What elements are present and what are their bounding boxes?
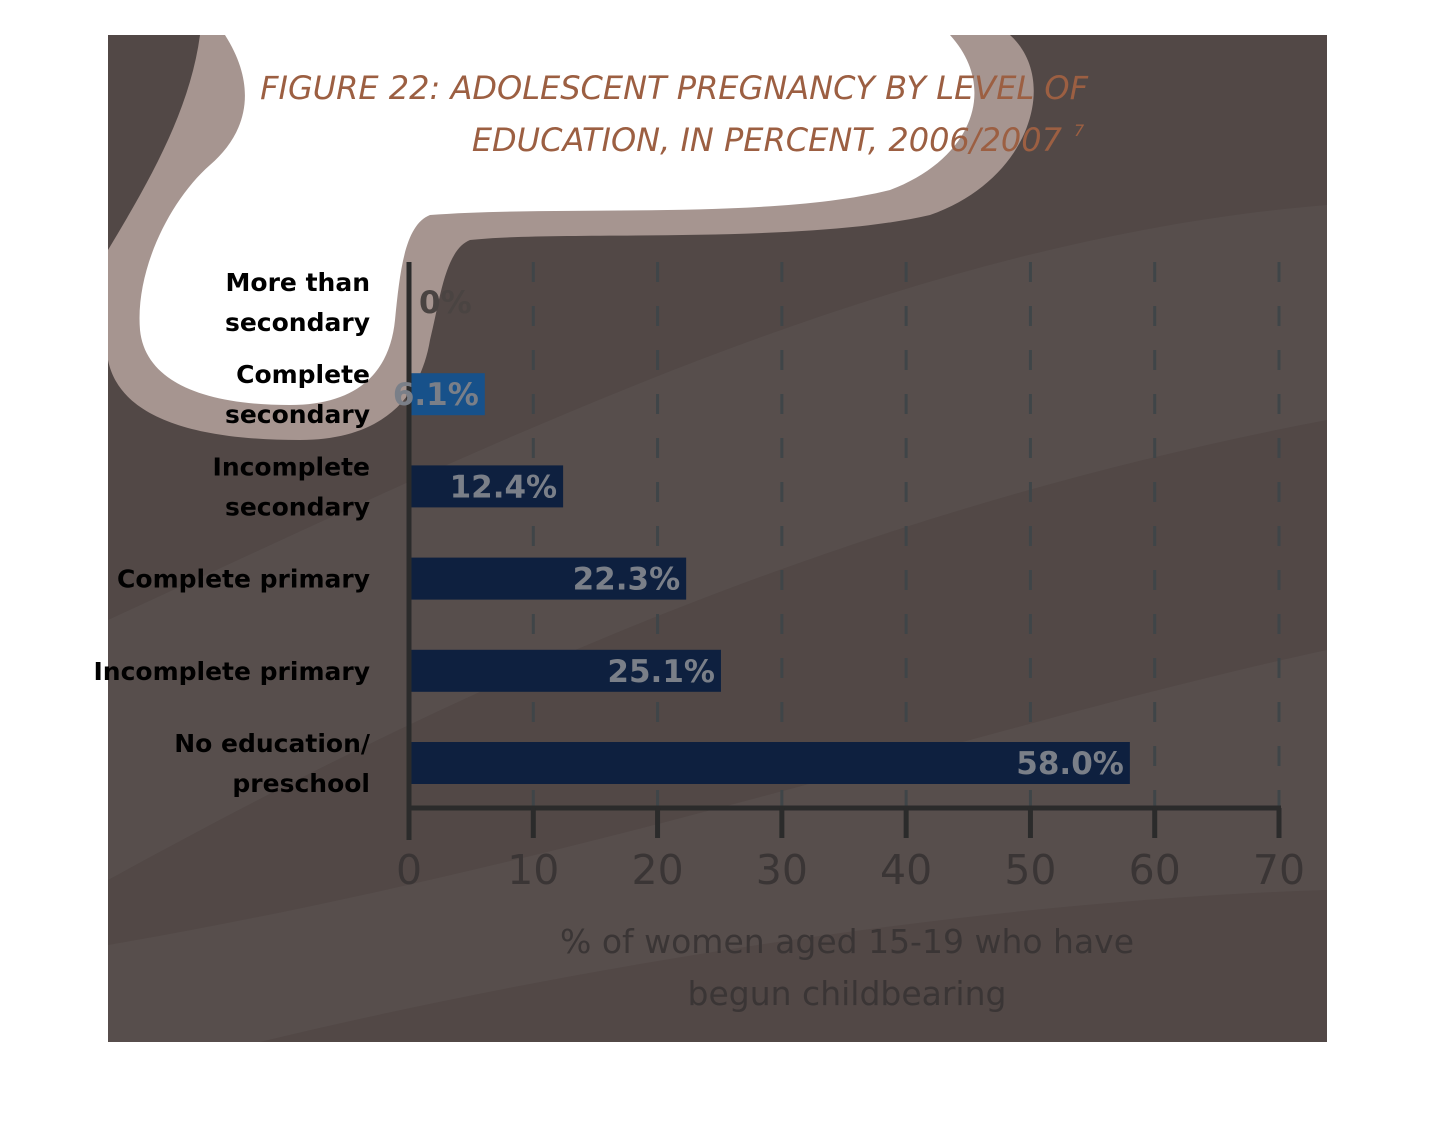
chart-title-line-1: FIGURE 22: ADOLESCENT PREGNANCY BY LEVEL… [260,69,1088,107]
x-tick-label: 60 [1129,846,1181,894]
title-cloud [139,35,975,405]
decorative-band [108,205,1327,880]
category-label: secondary [225,308,370,337]
category-label: No education/ [174,729,371,758]
bar-value-label: 0% [419,285,472,321]
category-label: More than [226,268,370,297]
bar [409,465,564,508]
bar-value-label: 25.1% [607,654,715,690]
x-tick-label: 70 [1253,846,1305,894]
bar-value-label: 6.1% [393,377,479,413]
category-label: Incomplete primary [93,657,370,686]
category-label: Incomplete [213,452,370,481]
x-tick-label: 0 [396,846,422,894]
category-label: Complete primary [117,565,370,594]
axis-layer: 0 10 20 30 40 50 60 70 [396,262,1305,894]
x-tick-label: 50 [1004,846,1056,894]
x-axis-title-line-2: begun childbearing [688,974,1007,1013]
category-label: secondary [225,492,370,521]
bar-value-label: 12.4% [450,469,558,505]
x-tick-label: 40 [880,846,932,894]
bar-value-label: 58.0% [1016,746,1124,782]
bar [409,649,721,692]
label-layer: 0% More than secondary 6.1% Complete secondar… [93,268,1123,798]
category-label: secondary [225,400,370,429]
category-label: Complete [236,360,370,389]
bar [409,373,485,416]
bar-layer [409,373,1130,784]
bar-value-label: 22.3% [573,562,681,598]
chart-title-line-2-text: EDUCATION, IN PERCENT, 2006/2007 [472,121,1063,159]
bar [409,557,687,600]
x-tick-label: 30 [756,846,808,894]
grid-layer [531,262,1281,808]
x-tick-label: 10 [507,846,559,894]
category-label: preschool [232,769,370,798]
chart-title-footnote: 7 [1074,121,1085,140]
bar [409,742,1130,784]
x-axis-title-line-1: % of women aged 15-19 who have [560,922,1134,961]
x-tick-label: 20 [631,846,683,894]
chart-title-line-2: EDUCATION, IN PERCENT, 2006/2007 [472,121,1063,159]
